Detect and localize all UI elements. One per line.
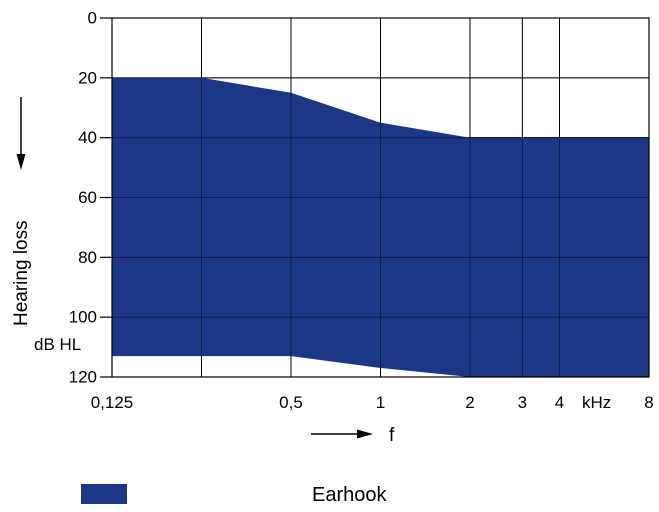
x-unit-label: kHz bbox=[582, 393, 611, 412]
y-tick-label: 40 bbox=[78, 128, 97, 147]
x-tick-label: 0,5 bbox=[279, 393, 303, 412]
x-tick-label: 8 bbox=[644, 393, 653, 412]
x-tick-label: 3 bbox=[518, 393, 527, 412]
y-tick-label: 60 bbox=[78, 188, 97, 207]
y-axis-ticks: 0 20 40 60 80 100 120 bbox=[69, 8, 112, 386]
y-tick-label: 20 bbox=[78, 68, 97, 87]
legend-swatch-earhook bbox=[81, 484, 127, 504]
x-axis-ticks: 0,125 0,5 1 2 3 4 8 bbox=[91, 393, 654, 412]
x-axis-label: f bbox=[389, 425, 395, 446]
x-tick-label: 2 bbox=[465, 393, 474, 412]
y-tick-label: 100 bbox=[69, 308, 97, 327]
x-tick-label: 4 bbox=[555, 393, 564, 412]
x-tick-label: 0,125 bbox=[91, 393, 134, 412]
y-axis-label: Hearing loss bbox=[11, 220, 32, 326]
y-tick-label: 80 bbox=[78, 248, 97, 267]
y-tick-label: 120 bbox=[69, 367, 97, 386]
legend-label-earhook: Earhook bbox=[312, 484, 387, 506]
y-tick-label: 0 bbox=[88, 8, 97, 27]
y-unit-label: dB HL bbox=[34, 335, 81, 354]
y-axis-arrow bbox=[16, 97, 26, 170]
x-tick-label: 1 bbox=[376, 393, 385, 412]
x-axis-arrow bbox=[311, 429, 373, 439]
